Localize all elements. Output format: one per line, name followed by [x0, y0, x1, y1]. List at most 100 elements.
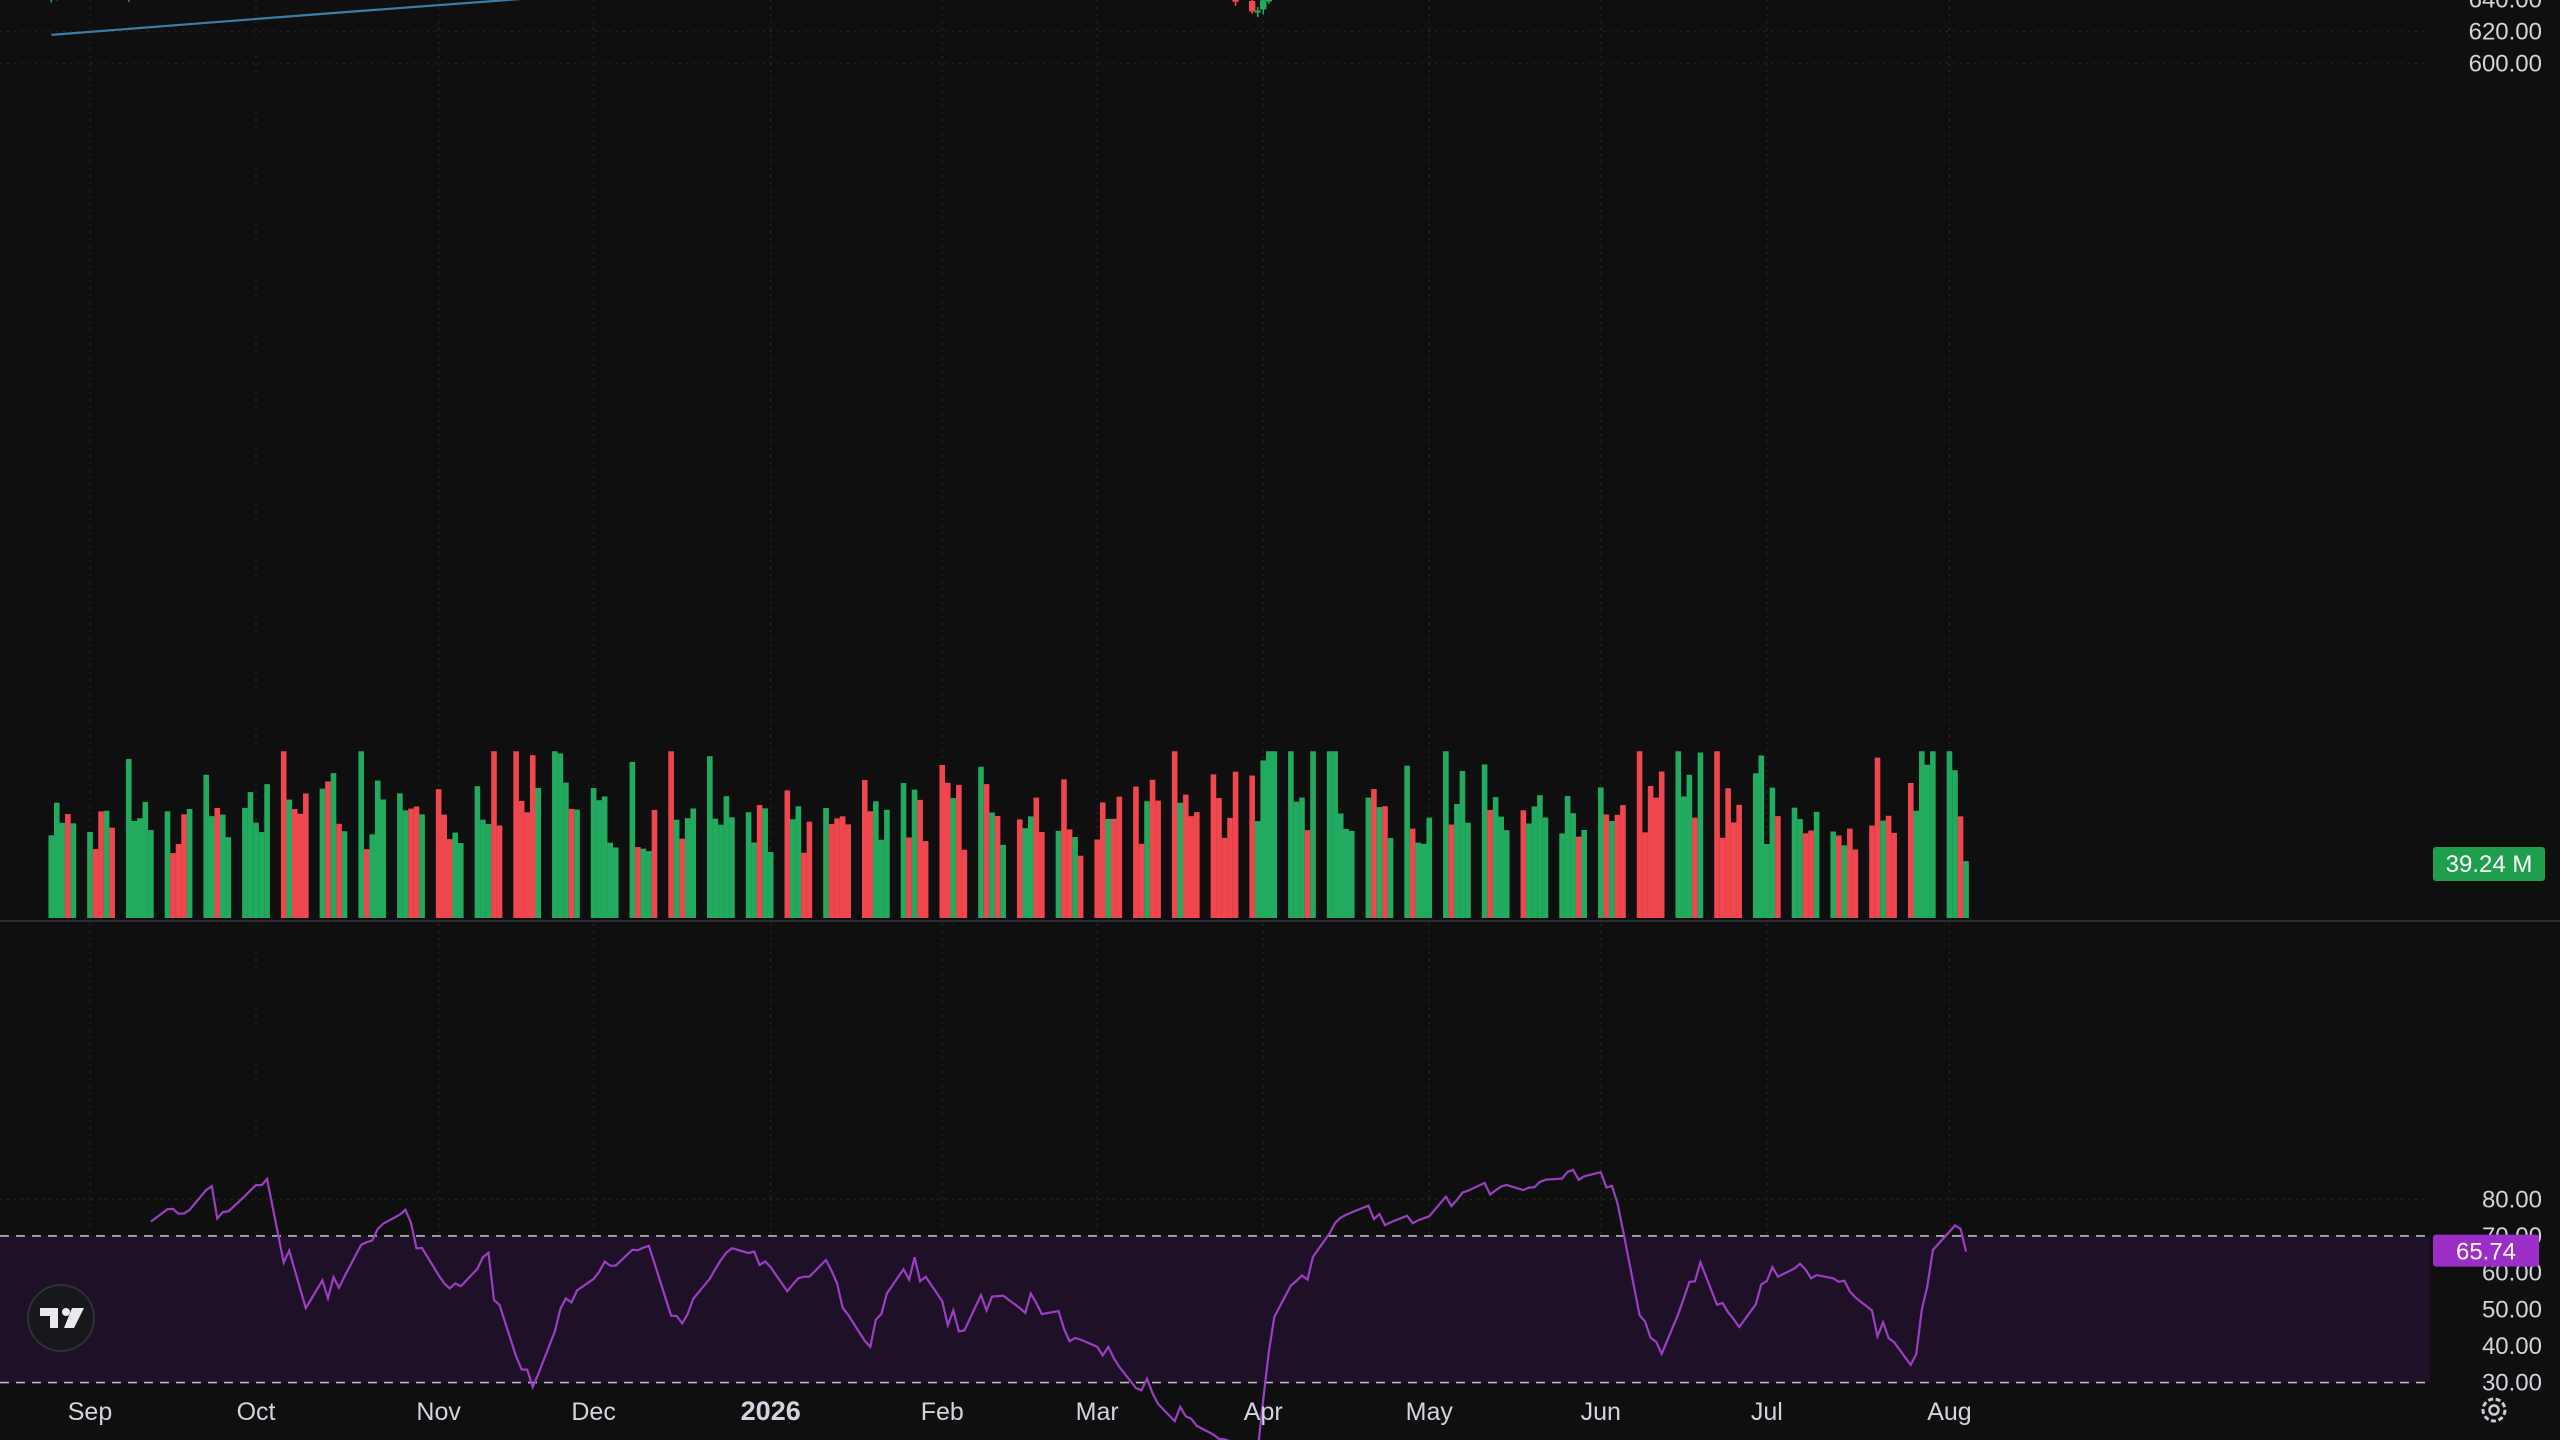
volume-bar [1752, 773, 1759, 918]
volume-bar [142, 801, 149, 918]
month-label: Apr [1244, 1398, 1283, 1426]
volume-bar [1775, 816, 1781, 918]
volume-bar [1310, 751, 1316, 918]
volume-bar [253, 822, 259, 918]
volume-bar [441, 814, 447, 918]
volume-bar [286, 799, 293, 918]
volume-bar [1182, 794, 1189, 918]
volume-bar [961, 849, 968, 918]
volume-bar [563, 782, 569, 918]
price-tick-label: 640.00 [2469, 0, 2542, 14]
volume-bar [978, 766, 984, 918]
volume-bar [690, 808, 697, 918]
volume-bar [994, 815, 1001, 918]
volume-bar [220, 814, 226, 918]
volume-bar [535, 787, 542, 918]
volume-bar [1946, 751, 1953, 918]
rsi-line [150, 1168, 1968, 1440]
month-label: Feb [921, 1398, 964, 1426]
volume-bar [303, 793, 309, 918]
time-axis: Sep Oct Nov Dec 2026 Feb Mar Apr May Jun Jul Aug [68, 1396, 1972, 1426]
volume-bar [1072, 837, 1078, 918]
volume-bar [225, 837, 232, 918]
volume-bar [983, 784, 990, 918]
volume-bar [175, 843, 182, 918]
candlesticks [50, 0, 1272, 18]
volume-bar [1769, 787, 1776, 918]
volume-bar [1133, 786, 1139, 918]
volume-bar [1155, 800, 1161, 918]
volume-bar [845, 824, 851, 918]
volume-bar [325, 781, 331, 918]
volume-bar [718, 824, 724, 918]
volume-bar [679, 838, 685, 918]
volume-bar [801, 852, 807, 918]
volume-bar [950, 798, 957, 918]
volume-bar [939, 765, 946, 918]
volume-bar [1686, 774, 1693, 918]
volume-bar [1365, 797, 1372, 918]
volume-bar [640, 848, 647, 918]
volume-bar [1171, 751, 1178, 918]
volume-bar [762, 808, 768, 918]
volume-bar [1348, 830, 1355, 918]
volume-bar [1791, 807, 1798, 918]
month-label: Nov [416, 1398, 461, 1426]
rsi-band [0, 1235, 2430, 1383]
volume-tag-bg [2433, 847, 2545, 881]
volume-bar [707, 756, 713, 918]
volume-bar [1963, 861, 1969, 918]
volume-bar [1094, 839, 1101, 918]
volume-bar [363, 849, 370, 918]
volume-bar [1542, 817, 1549, 918]
volume-bar [834, 818, 840, 918]
volume-bar [1880, 820, 1886, 918]
volume-bar [745, 812, 752, 918]
volume-bar [103, 810, 110, 918]
year-label: 2026 [741, 1396, 801, 1426]
volume-bar [673, 819, 680, 918]
volume-bar [164, 811, 171, 918]
volume-bar [397, 793, 403, 918]
volume-bar [1144, 801, 1150, 918]
volume-bar [917, 799, 923, 918]
volume-bar [629, 761, 636, 918]
volume-bar [518, 800, 525, 918]
volume-bar [87, 831, 93, 918]
volume-bar [1326, 751, 1333, 918]
volume-bar [1675, 751, 1682, 918]
gear-icon[interactable] [2481, 1397, 2507, 1423]
volume-bar [1891, 832, 1897, 918]
volume-bar [1957, 816, 1964, 918]
candle [1254, 6, 1261, 18]
volume-bar [1099, 802, 1106, 918]
volume-bar [596, 800, 602, 918]
volume-bar [1061, 779, 1067, 918]
candle [1232, 0, 1239, 6]
volume-bar [1420, 843, 1427, 918]
volume-bar [330, 773, 337, 918]
gear-outline [2481, 1397, 2507, 1423]
rsi-tick-label: 80.00 [2482, 1186, 2542, 1213]
candle-body [1260, 0, 1267, 10]
volume-bar [369, 834, 376, 918]
volume-bar [1620, 805, 1626, 918]
volume-bar [1216, 798, 1222, 918]
volume-bar [878, 839, 885, 918]
moving-averages [51, 0, 523, 36]
volume-bar [98, 811, 104, 918]
tradingview-logo-icon [27, 1284, 95, 1352]
volume-bar [1614, 814, 1621, 918]
volume-bar [1847, 828, 1853, 918]
rsi-tick-label: 40.00 [2482, 1333, 2542, 1360]
volume-bar [823, 808, 829, 918]
volume-bar [1382, 806, 1388, 918]
volume-bar [1520, 810, 1527, 918]
volume-bar [1000, 844, 1006, 918]
volume-bar [712, 818, 719, 918]
volume-bar [181, 814, 187, 918]
volume-bar [1149, 779, 1156, 918]
volume-bar [524, 812, 530, 918]
